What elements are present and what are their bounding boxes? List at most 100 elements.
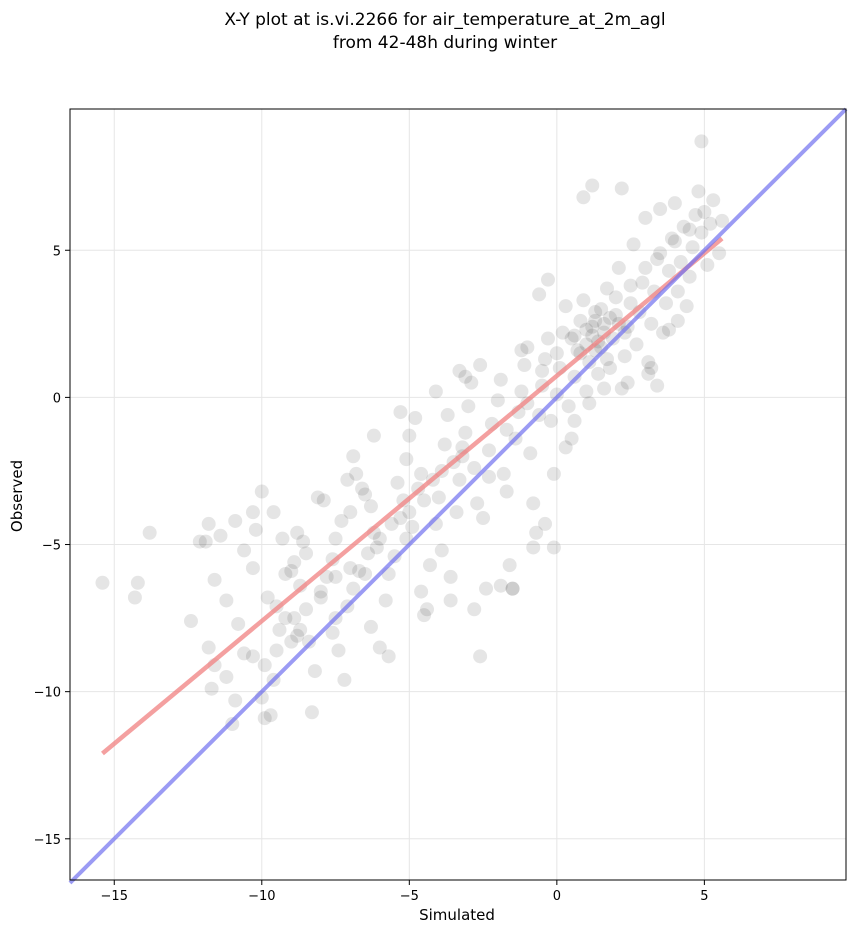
data-point [245,561,260,576]
data-point [369,540,384,555]
data-point [431,490,446,505]
data-point [514,384,529,399]
data-point [667,196,682,211]
data-point [517,358,532,373]
data-point [443,593,458,608]
data-point [245,649,260,664]
data-point [661,322,676,337]
data-point [670,284,685,299]
data-point [600,352,615,367]
data-point [349,466,364,481]
data-point [712,246,727,261]
data-point [481,443,496,458]
data-point [461,399,476,414]
data-point [130,575,145,590]
data-point [505,581,520,596]
data-point [378,593,393,608]
data-point [225,717,240,732]
data-point [310,490,325,505]
data-point [437,437,452,452]
data-point [393,511,408,526]
data-point [588,305,603,320]
data-point [644,316,659,331]
data-point [685,240,700,255]
data-point [576,190,591,205]
data-point [393,405,408,420]
data-point [661,263,676,278]
data-point [290,525,305,540]
data-point [526,540,541,555]
data-point [567,369,582,384]
data-point [417,608,432,623]
data-point [473,649,488,664]
data-point [694,134,709,149]
data-point [372,640,387,655]
data-point [399,452,414,467]
data-point [638,260,653,275]
data-point [390,475,405,490]
data-point [287,555,302,570]
data-point [452,363,467,378]
data-point [582,396,597,411]
data-point [328,569,343,584]
reference-lines [68,107,848,885]
data-point [538,352,553,367]
data-point [567,413,582,428]
data-point [626,237,641,252]
data-point [422,558,437,573]
data-point [473,358,488,373]
plot-frame [69,108,847,881]
data-point [476,511,491,526]
data-point [313,590,328,605]
data-point [278,611,293,626]
chart-subtitle: from 42-48h during winter [333,33,557,53]
x-tick-label: −15 [101,889,128,904]
identity-line [68,107,848,885]
data-point [659,296,674,311]
data-point [682,269,697,284]
data-point [420,602,435,617]
data-point [183,614,198,629]
data-point [602,310,617,325]
y-tick-label: −10 [34,686,61,701]
data-point [617,349,632,364]
data-point [523,446,538,461]
data-point [579,384,594,399]
data-point [673,255,688,270]
axis-ticks: −15 −10 −5 0 5 −15 −10 −5 0 5 [34,244,709,904]
data-point [293,622,308,637]
data-point [664,231,679,246]
data-point [275,531,290,546]
data-points [95,134,730,732]
data-point [440,408,455,423]
data-point [682,222,697,237]
data-point [715,213,730,228]
data-point [558,440,573,455]
x-tick-label: −10 [248,889,275,904]
data-point [520,340,535,355]
data-point [263,708,278,723]
data-point [700,257,715,272]
data-point [679,299,694,314]
y-tick-label: −5 [42,539,61,554]
data-point [346,581,361,596]
x-tick-label: 5 [700,889,708,904]
data-point [219,593,234,608]
data-point [576,293,591,308]
data-point [316,493,331,508]
data-point [617,325,632,340]
data-point [254,484,269,499]
data-point [343,561,358,576]
data-point [611,260,626,275]
data-point [638,210,653,225]
data-point [546,540,561,555]
data-point [428,384,443,399]
data-point [358,487,373,502]
data-point [192,534,207,549]
data-point [499,484,514,499]
data-point [361,546,376,561]
data-point [142,525,157,540]
data-point [331,643,346,658]
data-point [207,572,222,587]
data-point [334,513,349,528]
